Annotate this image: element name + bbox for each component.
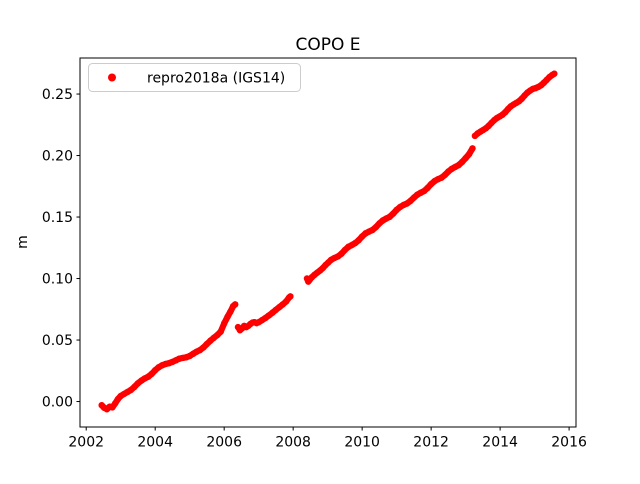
legend-marker-icon	[108, 73, 116, 82]
data-point	[287, 293, 294, 300]
data-point	[224, 313, 231, 320]
x-tick-label: 2008	[275, 435, 311, 451]
chart-title: COPO E	[295, 35, 360, 55]
data-point	[465, 150, 473, 158]
y-tick-label: 0.25	[42, 87, 73, 103]
y-axis-label: m	[15, 235, 31, 249]
data-point	[217, 328, 224, 335]
y-tick-label: 0.10	[42, 272, 73, 288]
axis-ticks: 2002 2004 2006 2008 2010 2012 2014 2016 0.00 0.05…	[42, 87, 587, 450]
x-tick-label: 2002	[68, 435, 104, 451]
data-point	[469, 145, 476, 152]
y-tick-label: 0.00	[42, 395, 73, 411]
data-point	[227, 308, 234, 315]
y-tick-label: 0.15	[42, 210, 73, 226]
x-tick-label: 2012	[413, 435, 449, 451]
data-point	[221, 320, 228, 327]
x-tick-label: 2006	[206, 435, 242, 451]
legend: repro2018a (IGS14)	[88, 63, 301, 92]
x-tick-label: 2010	[344, 435, 380, 451]
legend-label: repro2018a (IGS14)	[147, 71, 285, 87]
data-point	[551, 70, 558, 77]
x-tick-label: 2014	[482, 435, 518, 451]
y-tick-label: 0.20	[42, 149, 73, 165]
legend-frame	[88, 63, 301, 92]
x-tick-label: 2016	[551, 435, 587, 451]
y-tick-label: 0.05	[42, 333, 73, 349]
scatter-series-layer	[98, 70, 558, 413]
axes-spines	[79, 57, 577, 428]
x-tick-label: 2004	[137, 435, 173, 451]
data-point	[232, 301, 239, 308]
